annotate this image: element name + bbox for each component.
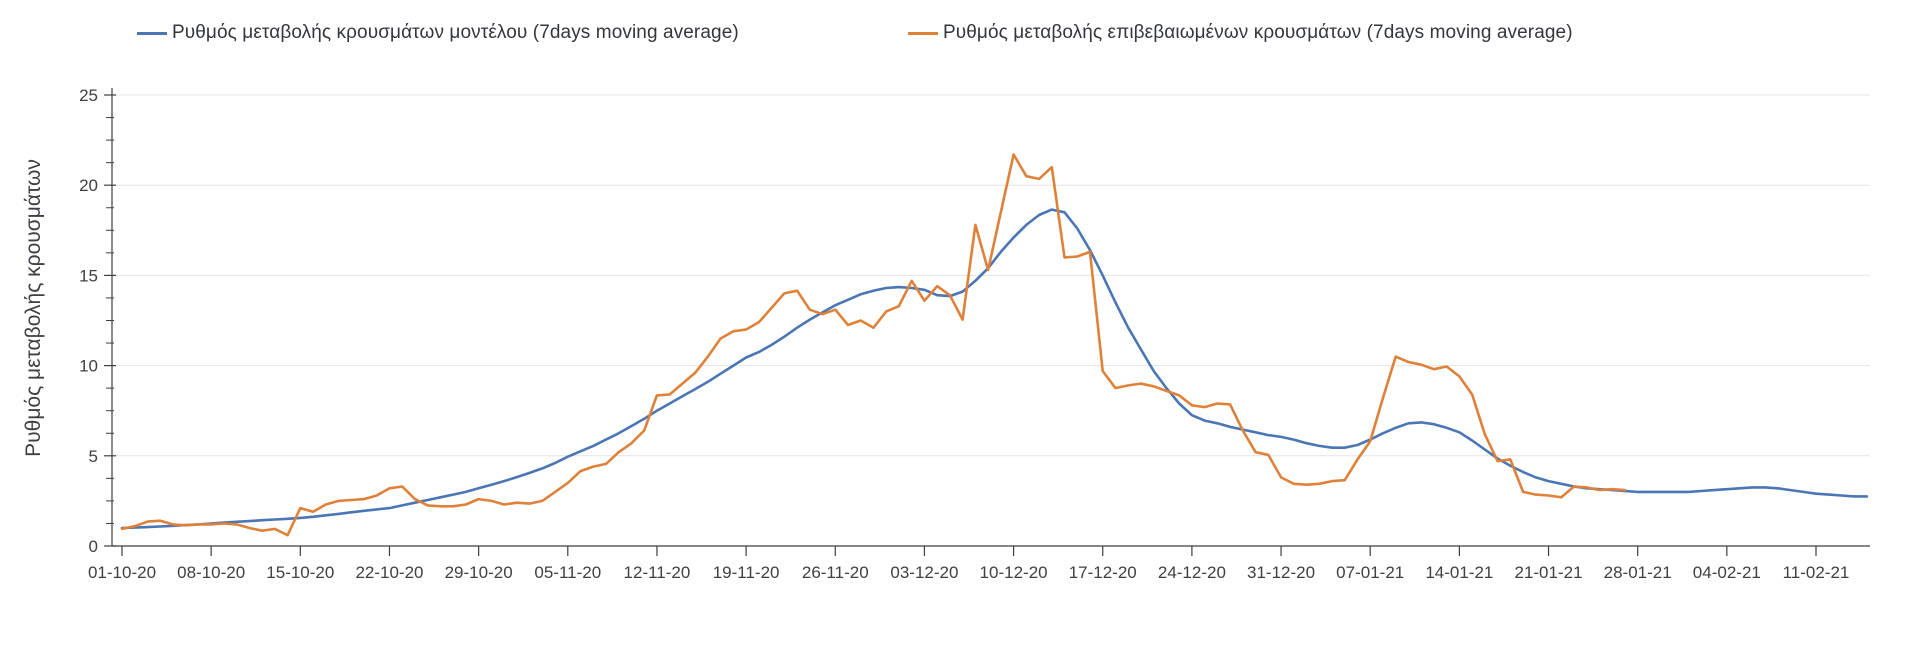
y-tick-label: 5: [89, 447, 98, 466]
x-tick-label: 24-12-20: [1158, 563, 1226, 582]
x-tick-label: 10-12-20: [980, 563, 1048, 582]
x-tick-label: 11-02-21: [1783, 563, 1850, 582]
legend-line-swatch-confirmed: [908, 31, 938, 35]
x-tick-label: 01-10-20: [88, 563, 156, 582]
legend-label-confirmed: Ρυθμός μεταβολής επιβεβαιωμένων κρουσμάτ…: [943, 22, 1573, 43]
x-tick-label: 22-10-20: [355, 563, 423, 582]
x-tick-label: 03-12-20: [890, 563, 958, 582]
y-tick-label: 15: [79, 266, 98, 285]
x-tick-label: 08-10-20: [177, 563, 245, 582]
legend-item-model: Ρυθμός μεταβολής κρουσμάτων μοντέλου (7d…: [137, 22, 739, 44]
x-tick-label: 07-01-21: [1336, 563, 1404, 582]
y-tick-label: 10: [79, 357, 98, 376]
model-series-line: [120, 208, 1869, 530]
confirmed-series-line: [120, 153, 1627, 537]
x-tick-label: 31-12-20: [1247, 563, 1315, 582]
x-tick-label: 05-11-20: [534, 563, 601, 582]
y-tick-label: 20: [79, 176, 98, 195]
x-tick-label: 17-12-20: [1069, 563, 1137, 582]
x-tick-label: 15-10-20: [266, 563, 334, 582]
x-tick-label: 21-01-21: [1514, 563, 1582, 582]
x-tick-label: 19-11-20: [713, 563, 780, 582]
x-tick-label: 14-01-21: [1425, 563, 1493, 582]
legend-label-model: Ρυθμός μεταβολής κρουσμάτων μοντέλου (7d…: [172, 22, 739, 43]
y-tick-label: 25: [79, 86, 98, 105]
legend-item-confirmed: Ρυθμός μεταβολής επιβεβαιωμένων κρουσμάτ…: [908, 22, 1573, 44]
x-tick-label: 28-01-21: [1604, 563, 1672, 582]
x-tick-label: 04-02-21: [1693, 563, 1761, 582]
x-tick-label: 29-10-20: [445, 563, 513, 582]
legend-line-swatch-model: [137, 31, 167, 35]
y-tick-label: 0: [89, 537, 98, 556]
x-tick-label: 12-11-20: [624, 563, 691, 582]
x-tick-label: 26-11-20: [802, 563, 869, 582]
chart-legend: Ρυθμός μεταβολής κρουσμάτων μοντέλου (7d…: [0, 0, 1920, 50]
